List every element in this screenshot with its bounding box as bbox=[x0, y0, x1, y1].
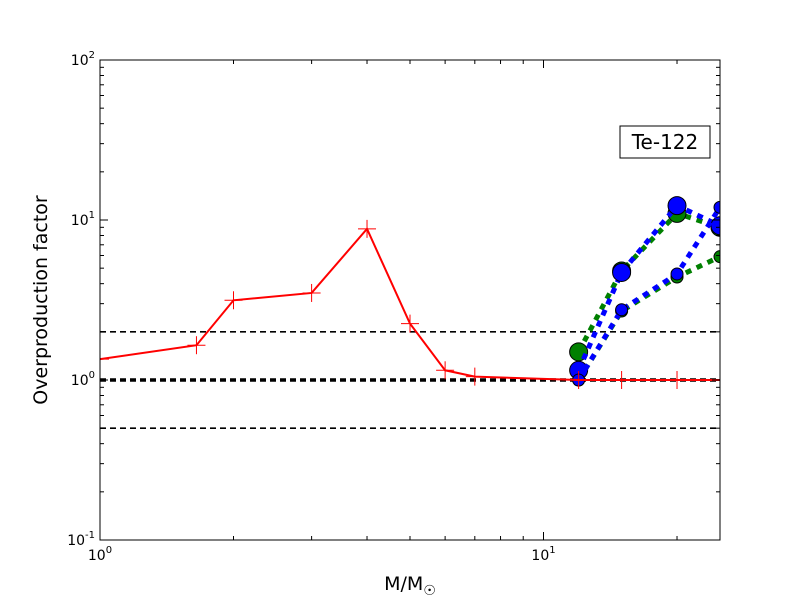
y-tick-label-2: 101 bbox=[71, 210, 95, 229]
series-0-marker-2 bbox=[224, 291, 243, 310]
series-2-marker-3 bbox=[713, 250, 720, 264]
plot-background bbox=[100, 60, 720, 540]
y-tick-label-3: 102 bbox=[71, 50, 95, 69]
y-tick-label-1: 100 bbox=[71, 370, 95, 389]
series-0-marker-8 bbox=[569, 371, 588, 389]
series-line-0 bbox=[100, 227, 720, 381]
series-line-3 bbox=[576, 202, 720, 372]
x-tick-label-0: 100 bbox=[88, 545, 112, 564]
series-0-marker-7 bbox=[465, 367, 484, 386]
x-tick-label-1: 101 bbox=[531, 545, 555, 564]
series-0-marker-1 bbox=[187, 336, 206, 355]
legend-box: Te-122 bbox=[619, 125, 711, 159]
series-4-marker-1 bbox=[615, 303, 629, 317]
series-0-marker-5 bbox=[401, 314, 419, 333]
series-3-marker-1 bbox=[612, 262, 632, 282]
series-4-marker-2 bbox=[670, 267, 684, 281]
y-axis-label: Overproduction factor bbox=[30, 195, 52, 405]
x-axis-label-main: M/M bbox=[384, 573, 423, 595]
series-0-marker-10 bbox=[668, 371, 687, 389]
series-0-marker-9 bbox=[612, 371, 631, 389]
annotation-label: Te-122 bbox=[631, 130, 699, 154]
x-axis-label-sub: ☉ bbox=[423, 583, 436, 599]
series-4-marker-3 bbox=[713, 200, 720, 214]
series-0-marker-3 bbox=[302, 283, 321, 302]
series-line-4 bbox=[576, 205, 720, 382]
series-line-1 bbox=[576, 210, 720, 354]
series-0-marker-4 bbox=[358, 219, 377, 238]
series-0-marker-6 bbox=[436, 361, 455, 380]
y-tick-label-0: 10-1 bbox=[67, 530, 95, 549]
series-0-marker-0 bbox=[100, 350, 109, 369]
x-axis-label: M/M☉ bbox=[384, 573, 436, 599]
series-3-marker-2 bbox=[667, 196, 687, 216]
